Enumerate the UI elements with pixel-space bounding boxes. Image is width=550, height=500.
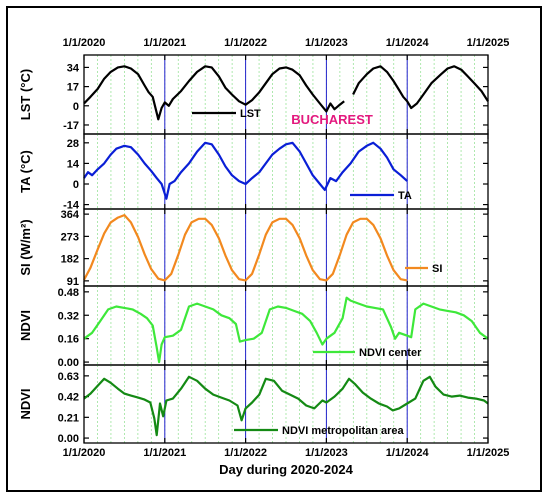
x-tick-label-bottom: 1/1/2025 [467,447,510,459]
y-axis-label-ta: TA (°C) [18,150,33,193]
panel-border-ndvi_center [83,285,489,366]
y-tick-label-ta: 14 [67,158,80,170]
y-axis-label-lst: LST (°C) [18,69,33,120]
y-tick-label-ndvi_metro: 0.00 [58,433,79,445]
y-axis-label-ndvi_center: NDVI [18,310,33,341]
x-tick-label-top: 1/1/2024 [386,37,430,49]
x-tick-label-top: 1/1/2021 [143,37,186,49]
y-tick-label-ndvi_center: 0.16 [58,334,79,346]
x-tick-label-top: 1/1/2022 [224,37,267,49]
y-tick-label-ndvi_metro: 0.21 [58,412,79,424]
y-tick-label-ndvi_metro: 0.42 [58,392,79,404]
y-axis-label-ndvi_metro: NDVI [18,388,33,419]
legend-label-lst: LST [240,108,261,120]
y-tick-label-lst: -17 [63,120,79,132]
y-tick-label-si: 364 [61,209,80,221]
series-line-lst [83,65,345,121]
x-tick-label-bottom: 1/1/2024 [386,447,430,459]
y-tick-label-lst: 34 [67,62,80,74]
series-line-ndvi_center [83,296,489,364]
y-tick-label-ndvi_center: 0.48 [58,287,79,299]
y-tick-label-si: 182 [61,254,79,266]
x-tick-label-bottom: 1/1/2021 [143,447,186,459]
legend-label-ndvi_center: NDVI center [359,347,422,359]
series-line-lst [352,65,489,110]
x-tick-label-top: 1/1/2025 [467,37,510,49]
y-tick-label-ta: 28 [67,138,79,150]
y-tick-label-si: 91 [67,276,79,288]
y-tick-label-lst: 0 [73,101,79,113]
y-tick-label-ndvi_metro: 0.63 [58,371,79,383]
legend-label-ta: TA [398,190,412,202]
y-tick-label-ndvi_center: 0.00 [58,357,79,369]
legend-label-si: SI [432,263,442,275]
y-tick-label-ndvi_center: 0.32 [58,310,79,322]
x-tick-label-bottom: 1/1/2020 [63,447,106,459]
y-tick-label-lst: 17 [67,82,79,94]
legend-label-ndvi_metro: NDVI metropolitan area [282,425,405,437]
y-tick-label-ta: -14 [63,200,80,212]
x-axis-label: Day during 2020-2024 [219,462,353,477]
figure-frame [6,6,542,492]
x-tick-label-bottom: 1/1/2023 [305,447,348,459]
series-line-ndvi_metro [83,375,489,437]
x-tick-label-top: 1/1/2023 [305,37,348,49]
y-tick-label-ta: 0 [73,179,79,191]
series-line-ta [83,141,408,200]
panel-border-ndvi_metro [83,364,489,444]
y-axis-label-si: SI (W/m²) [18,219,33,275]
x-tick-label-top: 1/1/2020 [63,37,106,49]
series-line-si [83,214,408,282]
y-tick-label-si: 273 [61,231,79,243]
x-tick-label-bottom: 1/1/2022 [224,447,267,459]
city-annotation: BUCHAREST [291,112,373,127]
